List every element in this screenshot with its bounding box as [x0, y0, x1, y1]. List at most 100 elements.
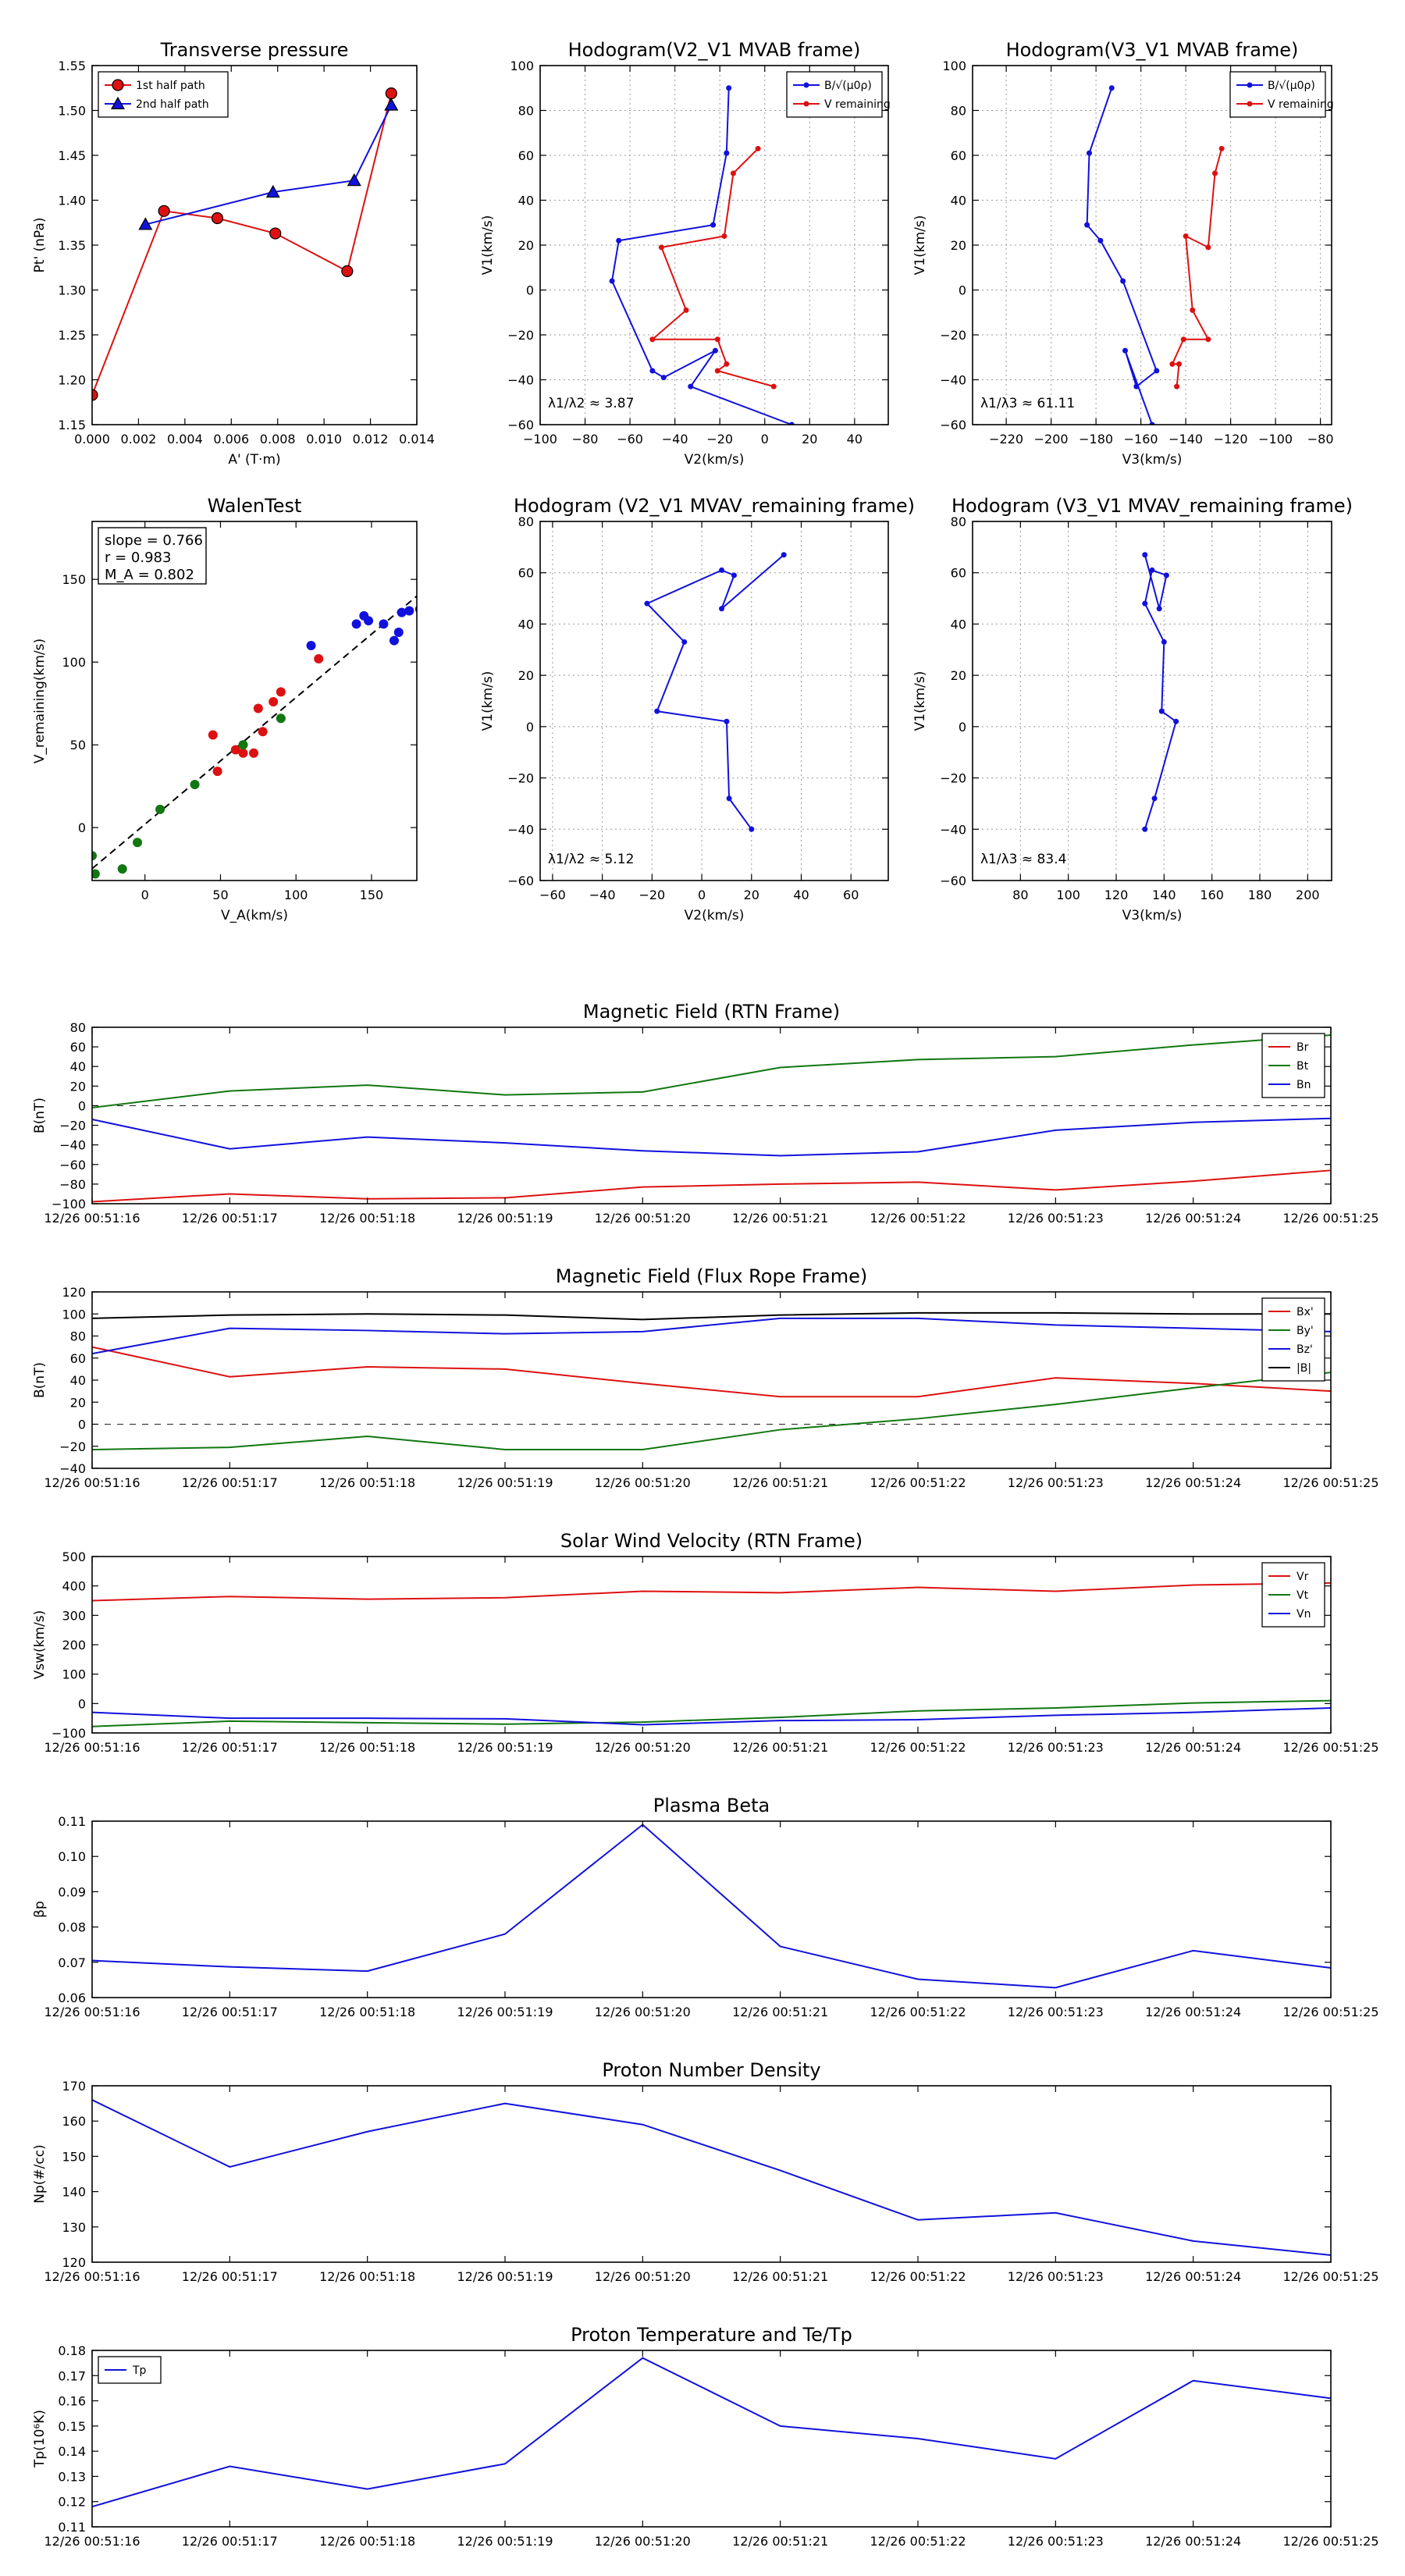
- y-tick-label: 0.10: [58, 1849, 86, 1864]
- data-point: [1149, 567, 1155, 573]
- y-axis-label: Pt' (nPa): [32, 218, 48, 273]
- x-tick-label: 12/26 00:51:22: [870, 2534, 966, 2549]
- x-tick-label: 12/26 00:51:18: [319, 1740, 415, 1755]
- x-tick-label: 12/26 00:51:17: [182, 1740, 278, 1755]
- data-point: [117, 864, 127, 874]
- legend-swatch-marker: [112, 79, 124, 91]
- x-tick-label: 12/26 00:51:23: [1008, 1211, 1104, 1226]
- x-tick-label: 12/26 00:51:24: [1145, 2005, 1241, 2019]
- plot-area: [644, 552, 787, 832]
- x-tick-label: 12/26 00:51:16: [44, 2534, 140, 2549]
- eigenvalue-ratio-annotation: λ1/λ3 ≈ 83.4: [980, 852, 1066, 867]
- chart-h3: −60 −40 −20 0 20 40 60 −60 −40 −20 0 20 40 60 80Hodogr…: [480, 495, 915, 923]
- legend-entry-label: V remaining: [824, 98, 891, 111]
- data-point: [781, 552, 787, 558]
- x-tick-label: 12/26 00:51:20: [595, 1475, 691, 1490]
- data-point: [755, 145, 761, 151]
- x-tick-label: 12/26 00:51:24: [1145, 2534, 1241, 2549]
- y-tick-label: 0: [78, 1098, 86, 1113]
- x-tick-label: 50: [212, 888, 228, 902]
- data-point: [384, 98, 399, 111]
- x-tick-label: 12/26 00:51:18: [319, 2005, 415, 2019]
- x-tick-label: 12/26 00:51:23: [1008, 2005, 1104, 2019]
- data-point: [1133, 383, 1140, 390]
- y-tick-label: 150: [62, 572, 86, 587]
- y-tick-label: 0: [959, 720, 966, 735]
- stats-line: slope = 0.766: [105, 532, 203, 549]
- series-line-0: [646, 553, 784, 830]
- data-point: [730, 170, 736, 176]
- data-point: [1142, 552, 1148, 558]
- x-tick-label: 12/26 00:51:18: [319, 2269, 415, 2284]
- y-tick-label: 0: [78, 1418, 86, 1432]
- y-tick-label: 1.20: [58, 373, 86, 388]
- axes-frame: [91, 1556, 1332, 1734]
- y-tick-label: 40: [70, 1059, 86, 1074]
- x-tick-label: 120: [1104, 888, 1129, 902]
- y-tick-label: 100: [942, 59, 966, 73]
- chart-title: Hodogram(V3_V1 MVAB frame): [1006, 39, 1299, 61]
- x-tick-label: 12/26 00:51:22: [870, 2269, 966, 2284]
- x-tick-label: 12/26 00:51:17: [182, 2005, 278, 2019]
- axes-frame: [539, 521, 889, 881]
- legend-swatch-marker: [803, 101, 809, 107]
- x-tick-label: 12/26 00:51:24: [1145, 1211, 1241, 1226]
- y-tick-label: 0: [526, 720, 534, 735]
- data-point: [1120, 278, 1126, 284]
- x-tick-label: 12/26 00:51:20: [595, 2534, 691, 2549]
- y-tick-label: 0.16: [58, 2394, 86, 2409]
- axes-frame: [91, 1291, 1332, 1469]
- data-point: [347, 173, 361, 187]
- legend-box: [1261, 1297, 1325, 1382]
- x-tick-label: 12/26 00:51:21: [732, 2005, 828, 2019]
- legend: Vr Vt Vn: [1261, 1562, 1325, 1628]
- legend-entry-label: Bx': [1297, 1306, 1314, 1318]
- plot-area: [92, 605, 417, 879]
- data-point: [92, 869, 100, 879]
- y-tick-label: −80: [59, 1177, 86, 1192]
- chart-walen: 0 50 100 150 0 50 100 150 WalenTest V_A(km/s) V_re…: [32, 495, 418, 923]
- series-line-1: [1171, 148, 1223, 387]
- series-line-1: [145, 105, 393, 226]
- y-tick-label: −20: [59, 1439, 86, 1454]
- x-tick-label: 12/26 00:51:17: [182, 1475, 278, 1490]
- data-point: [238, 748, 248, 758]
- legend-entry-label: 2nd half path: [136, 98, 209, 111]
- legend: B/√(μ0ρ) V remaining: [786, 71, 891, 118]
- x-tick-label: 12/26 00:51:25: [1282, 1740, 1378, 1755]
- chart-ts2: 12/26 00:51:16 12/26 00:51:17 12/26 00:51:…: [32, 1265, 1379, 1490]
- chart-ts6: 12/26 00:51:16 12/26 00:51:17 12/26 00:51:…: [32, 2324, 1379, 2549]
- series-line-0: [91, 1346, 1332, 1398]
- x-tick-label: 12/26 00:51:18: [319, 1211, 415, 1226]
- y-tick-label: −60: [940, 873, 966, 888]
- y-tick-label: 1.30: [58, 283, 86, 298]
- y-tick-label: 1.40: [58, 194, 86, 208]
- y-tick-label: −40: [940, 822, 966, 837]
- series-line-1: [91, 1372, 1332, 1450]
- plot-area: [609, 85, 795, 425]
- x-tick-label: 12/26 00:51:16: [44, 2005, 140, 2019]
- y-tick-label: 80: [70, 1020, 86, 1035]
- y-tick-label: 0.18: [58, 2343, 86, 2358]
- data-point: [1154, 368, 1160, 374]
- chart-ts3: 12/26 00:51:16 12/26 00:51:17 12/26 00:51:…: [32, 1530, 1379, 1755]
- y-tick-label: −20: [507, 771, 534, 786]
- y-tick-label: 40: [951, 194, 966, 208]
- y-tick-label: 40: [518, 617, 534, 632]
- y-tick-label: 100: [62, 1307, 86, 1322]
- y-tick-label: −60: [507, 418, 534, 432]
- x-tick-label: −20: [706, 432, 733, 447]
- x-tick-label: 0: [761, 432, 769, 447]
- series-line-1: [91, 1699, 1332, 1727]
- y-tick-label: 50: [70, 738, 86, 753]
- x-tick-label: 12/26 00:51:18: [319, 2534, 415, 2549]
- y-tick-label: 120: [62, 1285, 86, 1300]
- x-tick-label: 12/26 00:51:20: [595, 2005, 691, 2019]
- x-tick-label: 12/26 00:51:17: [182, 1211, 278, 1226]
- y-axis-label: V1(km/s): [480, 215, 496, 276]
- x-tick-label: 0.002: [121, 432, 157, 447]
- data-point: [1087, 150, 1092, 156]
- chart-title: Proton Temperature and Te/Tp: [571, 2324, 852, 2346]
- plot-area: [92, 87, 399, 401]
